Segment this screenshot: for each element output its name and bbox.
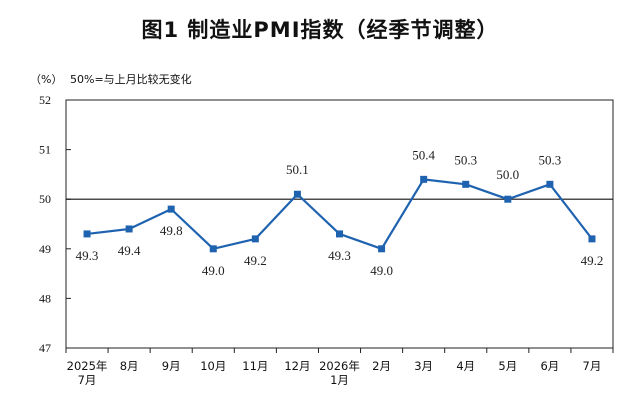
data-label: 49.2 — [581, 253, 604, 268]
y-tick-label: 52 — [39, 93, 51, 107]
y-tick-label: 51 — [39, 143, 51, 157]
x-tick-label: 5月 — [498, 359, 517, 373]
data-label: 49.3 — [76, 248, 99, 263]
data-label: 50.0 — [496, 167, 519, 182]
x-tick-label: 3月 — [414, 359, 433, 373]
x-tick-label: 11月 — [242, 359, 268, 373]
x-tick-label: 1月 — [330, 373, 349, 387]
x-tick-label: 2025年 — [67, 359, 108, 373]
x-tick-label: 7月 — [78, 373, 97, 387]
data-point — [125, 225, 133, 233]
data-point — [546, 180, 554, 188]
x-tick-label: 8月 — [120, 359, 139, 373]
data-point — [293, 190, 301, 198]
data-point — [251, 235, 259, 243]
data-label: 49.0 — [370, 263, 393, 278]
y-tick-label: 48 — [39, 291, 51, 305]
x-tick-label: 6月 — [540, 359, 559, 373]
data-point — [83, 230, 91, 238]
data-label: 50.3 — [454, 152, 477, 167]
x-tick-label: 4月 — [456, 359, 475, 373]
x-tick-label: 2026年 — [319, 359, 360, 373]
x-tick-label: 2月 — [372, 359, 391, 373]
data-label: 50.4 — [412, 147, 435, 162]
data-labels: 49.3 49.4 49.8 49.0 49.2 50.1 49.3 49.0 50.4 50.3… — [76, 147, 604, 277]
y-axis: 47 48 49 50 51 52 — [39, 93, 613, 355]
data-point — [378, 245, 386, 253]
pmi-series — [83, 175, 596, 253]
x-tick-label: 7月 — [583, 359, 602, 373]
data-point — [167, 205, 175, 213]
data-label: 50.3 — [539, 152, 562, 167]
data-point — [420, 175, 428, 183]
y-unit-label: （%） — [30, 73, 62, 86]
data-point — [336, 230, 343, 238]
data-label: 49.4 — [118, 243, 141, 258]
data-label: 50.1 — [286, 162, 309, 177]
data-point — [209, 245, 217, 253]
data-label: 49.0 — [202, 263, 225, 278]
reference-annotation: 50%=与上月比较无变化 — [70, 72, 192, 86]
data-label: 49.2 — [244, 253, 267, 268]
plot-frame — [65, 99, 614, 349]
x-tick-label: 12月 — [284, 359, 310, 373]
x-tick-label: 9月 — [162, 359, 181, 373]
data-point — [504, 195, 512, 203]
data-label: 49.8 — [160, 223, 183, 238]
data-label: 49.3 — [328, 248, 351, 263]
data-point — [462, 180, 470, 188]
x-tick-label: 10月 — [200, 359, 226, 373]
y-tick-label: 49 — [39, 242, 51, 256]
y-tick-label: 50 — [39, 192, 51, 206]
y-tick-label: 47 — [39, 341, 51, 355]
series-line — [86, 178, 593, 250]
data-point — [588, 235, 596, 243]
chart-title: 图1 制造业PMI指数（经季节调整） — [141, 18, 499, 42]
